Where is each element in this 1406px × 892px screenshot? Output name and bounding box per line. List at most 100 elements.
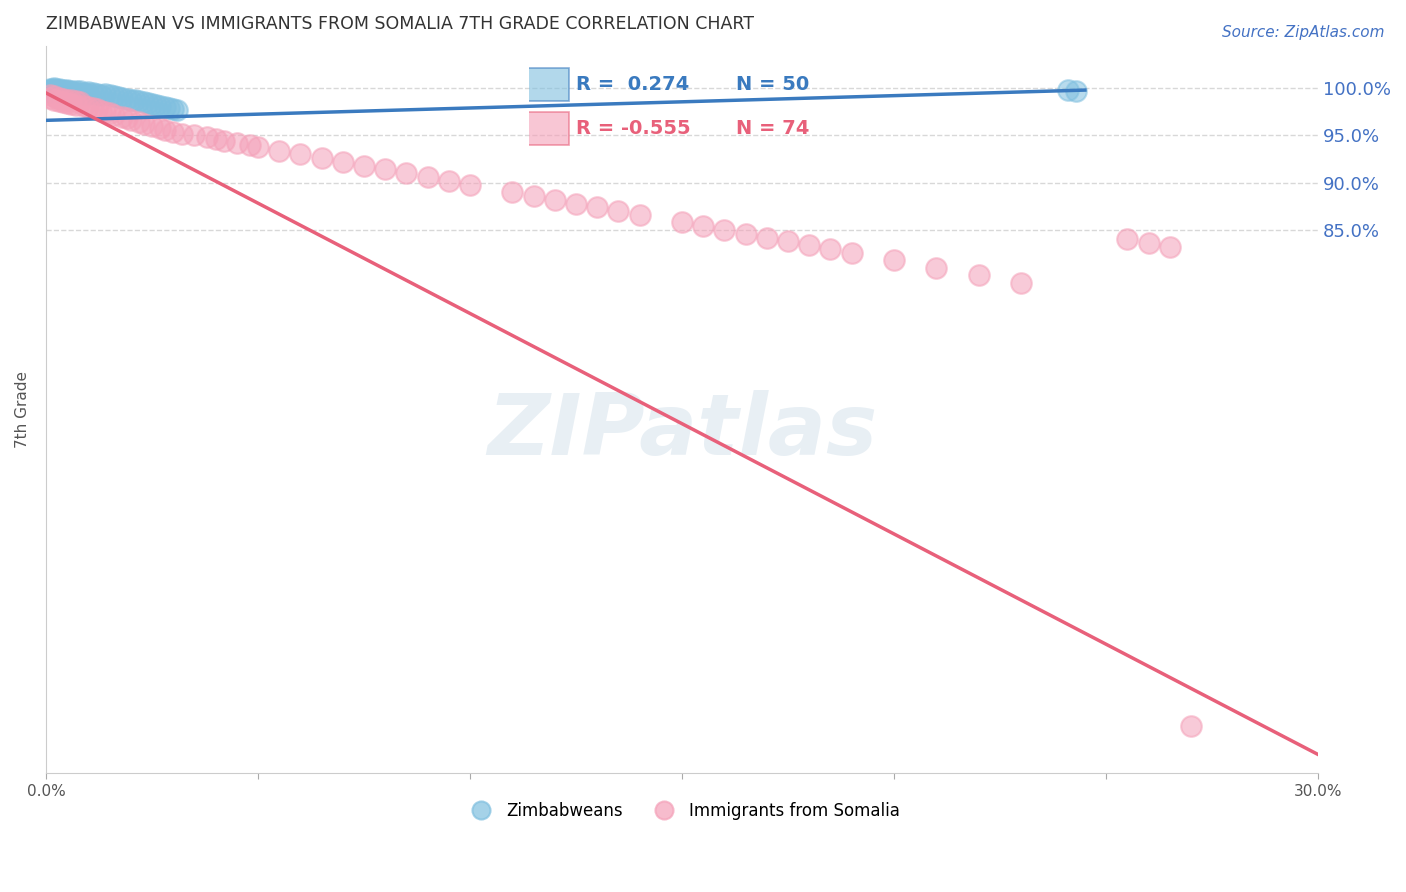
Point — [195, 130, 218, 145]
Point — [1057, 83, 1080, 97]
Point — [48, 95, 70, 109]
Point — [44, 81, 66, 95]
Point — [103, 108, 125, 122]
Point — [94, 87, 117, 101]
Point — [98, 87, 121, 102]
Point — [141, 119, 163, 133]
Point — [56, 93, 79, 107]
Point — [77, 100, 100, 114]
Point — [1116, 232, 1139, 246]
Point — [69, 84, 91, 98]
Point — [967, 268, 990, 283]
Point — [39, 84, 62, 98]
Point — [39, 83, 62, 97]
Point — [269, 144, 291, 158]
Point — [692, 219, 714, 234]
Point — [501, 185, 523, 199]
Point — [39, 85, 62, 99]
Point — [132, 117, 155, 131]
Point — [69, 87, 91, 101]
Point — [204, 132, 226, 146]
Point — [1180, 719, 1202, 733]
Point — [107, 89, 129, 103]
Point — [246, 140, 269, 154]
Point — [56, 85, 79, 99]
Point — [170, 127, 193, 141]
Point — [145, 98, 167, 112]
Point — [39, 82, 62, 96]
Point — [48, 85, 70, 99]
Point — [90, 103, 112, 118]
Point — [65, 95, 87, 109]
Point — [98, 105, 121, 120]
Point — [60, 94, 83, 108]
Point — [586, 200, 609, 214]
Point — [1159, 240, 1181, 254]
Point — [141, 97, 163, 112]
Point — [544, 193, 567, 207]
Point — [149, 99, 172, 113]
Point — [124, 94, 146, 108]
Point — [44, 83, 66, 97]
Point — [153, 100, 176, 114]
Point — [94, 104, 117, 119]
Point — [799, 238, 821, 252]
Point — [128, 95, 150, 109]
Point — [607, 204, 630, 219]
Point — [44, 82, 66, 96]
Point — [311, 151, 333, 165]
Point — [48, 83, 70, 97]
Point — [56, 84, 79, 98]
Point — [1010, 276, 1032, 290]
Point — [56, 96, 79, 111]
Point — [86, 102, 108, 116]
Point — [39, 90, 62, 104]
Text: ZIPatlas: ZIPatlas — [486, 390, 877, 473]
Point — [86, 87, 108, 101]
Point — [60, 97, 83, 112]
Point — [820, 242, 842, 256]
Point — [60, 85, 83, 99]
Point — [523, 189, 546, 203]
Point — [132, 95, 155, 110]
Point — [65, 84, 87, 98]
Point — [52, 85, 75, 99]
Point — [734, 227, 756, 241]
Point — [52, 83, 75, 97]
Point — [290, 147, 312, 161]
Point — [353, 159, 375, 173]
Point — [565, 196, 588, 211]
Point — [925, 260, 948, 275]
Point — [149, 120, 172, 135]
Point — [212, 134, 235, 148]
Legend: Zimbabweans, Immigrants from Somalia: Zimbabweans, Immigrants from Somalia — [457, 796, 907, 827]
Point — [162, 125, 184, 139]
Point — [1066, 84, 1088, 98]
Point — [115, 112, 138, 126]
Point — [82, 101, 104, 115]
Point — [44, 84, 66, 98]
Point — [90, 87, 112, 102]
Point — [1137, 236, 1160, 251]
Point — [111, 110, 134, 124]
Point — [883, 253, 905, 268]
Point — [395, 166, 418, 180]
Point — [52, 92, 75, 106]
Point — [48, 84, 70, 98]
Point — [128, 115, 150, 129]
Point — [841, 245, 863, 260]
Point — [65, 86, 87, 100]
Point — [120, 113, 142, 128]
Point — [44, 88, 66, 103]
Point — [157, 101, 180, 115]
Point — [44, 93, 66, 107]
Point — [628, 208, 651, 222]
Point — [332, 155, 354, 169]
Point — [120, 93, 142, 107]
Point — [437, 174, 460, 188]
Point — [671, 215, 693, 229]
Point — [52, 84, 75, 98]
Point — [56, 83, 79, 97]
Point — [115, 92, 138, 106]
Point — [82, 86, 104, 100]
